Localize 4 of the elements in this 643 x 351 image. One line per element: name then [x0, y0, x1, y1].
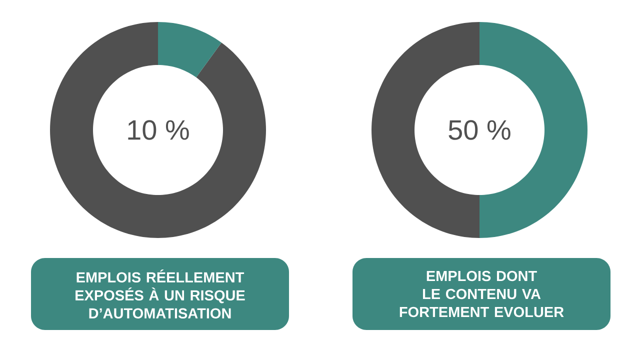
text: 10 %	[128, 120, 189, 140]
text: EMPLOIS RÉELLEMENT EXPOSÉS À UN RISQUE D’AUTOMATISATION	[76, 269, 245, 318]
text: EMPLOIS DONT LE CONTENU VA FORTEMENT EVOLUER	[400, 270, 564, 318]
text: 50 %	[448, 120, 510, 140]
